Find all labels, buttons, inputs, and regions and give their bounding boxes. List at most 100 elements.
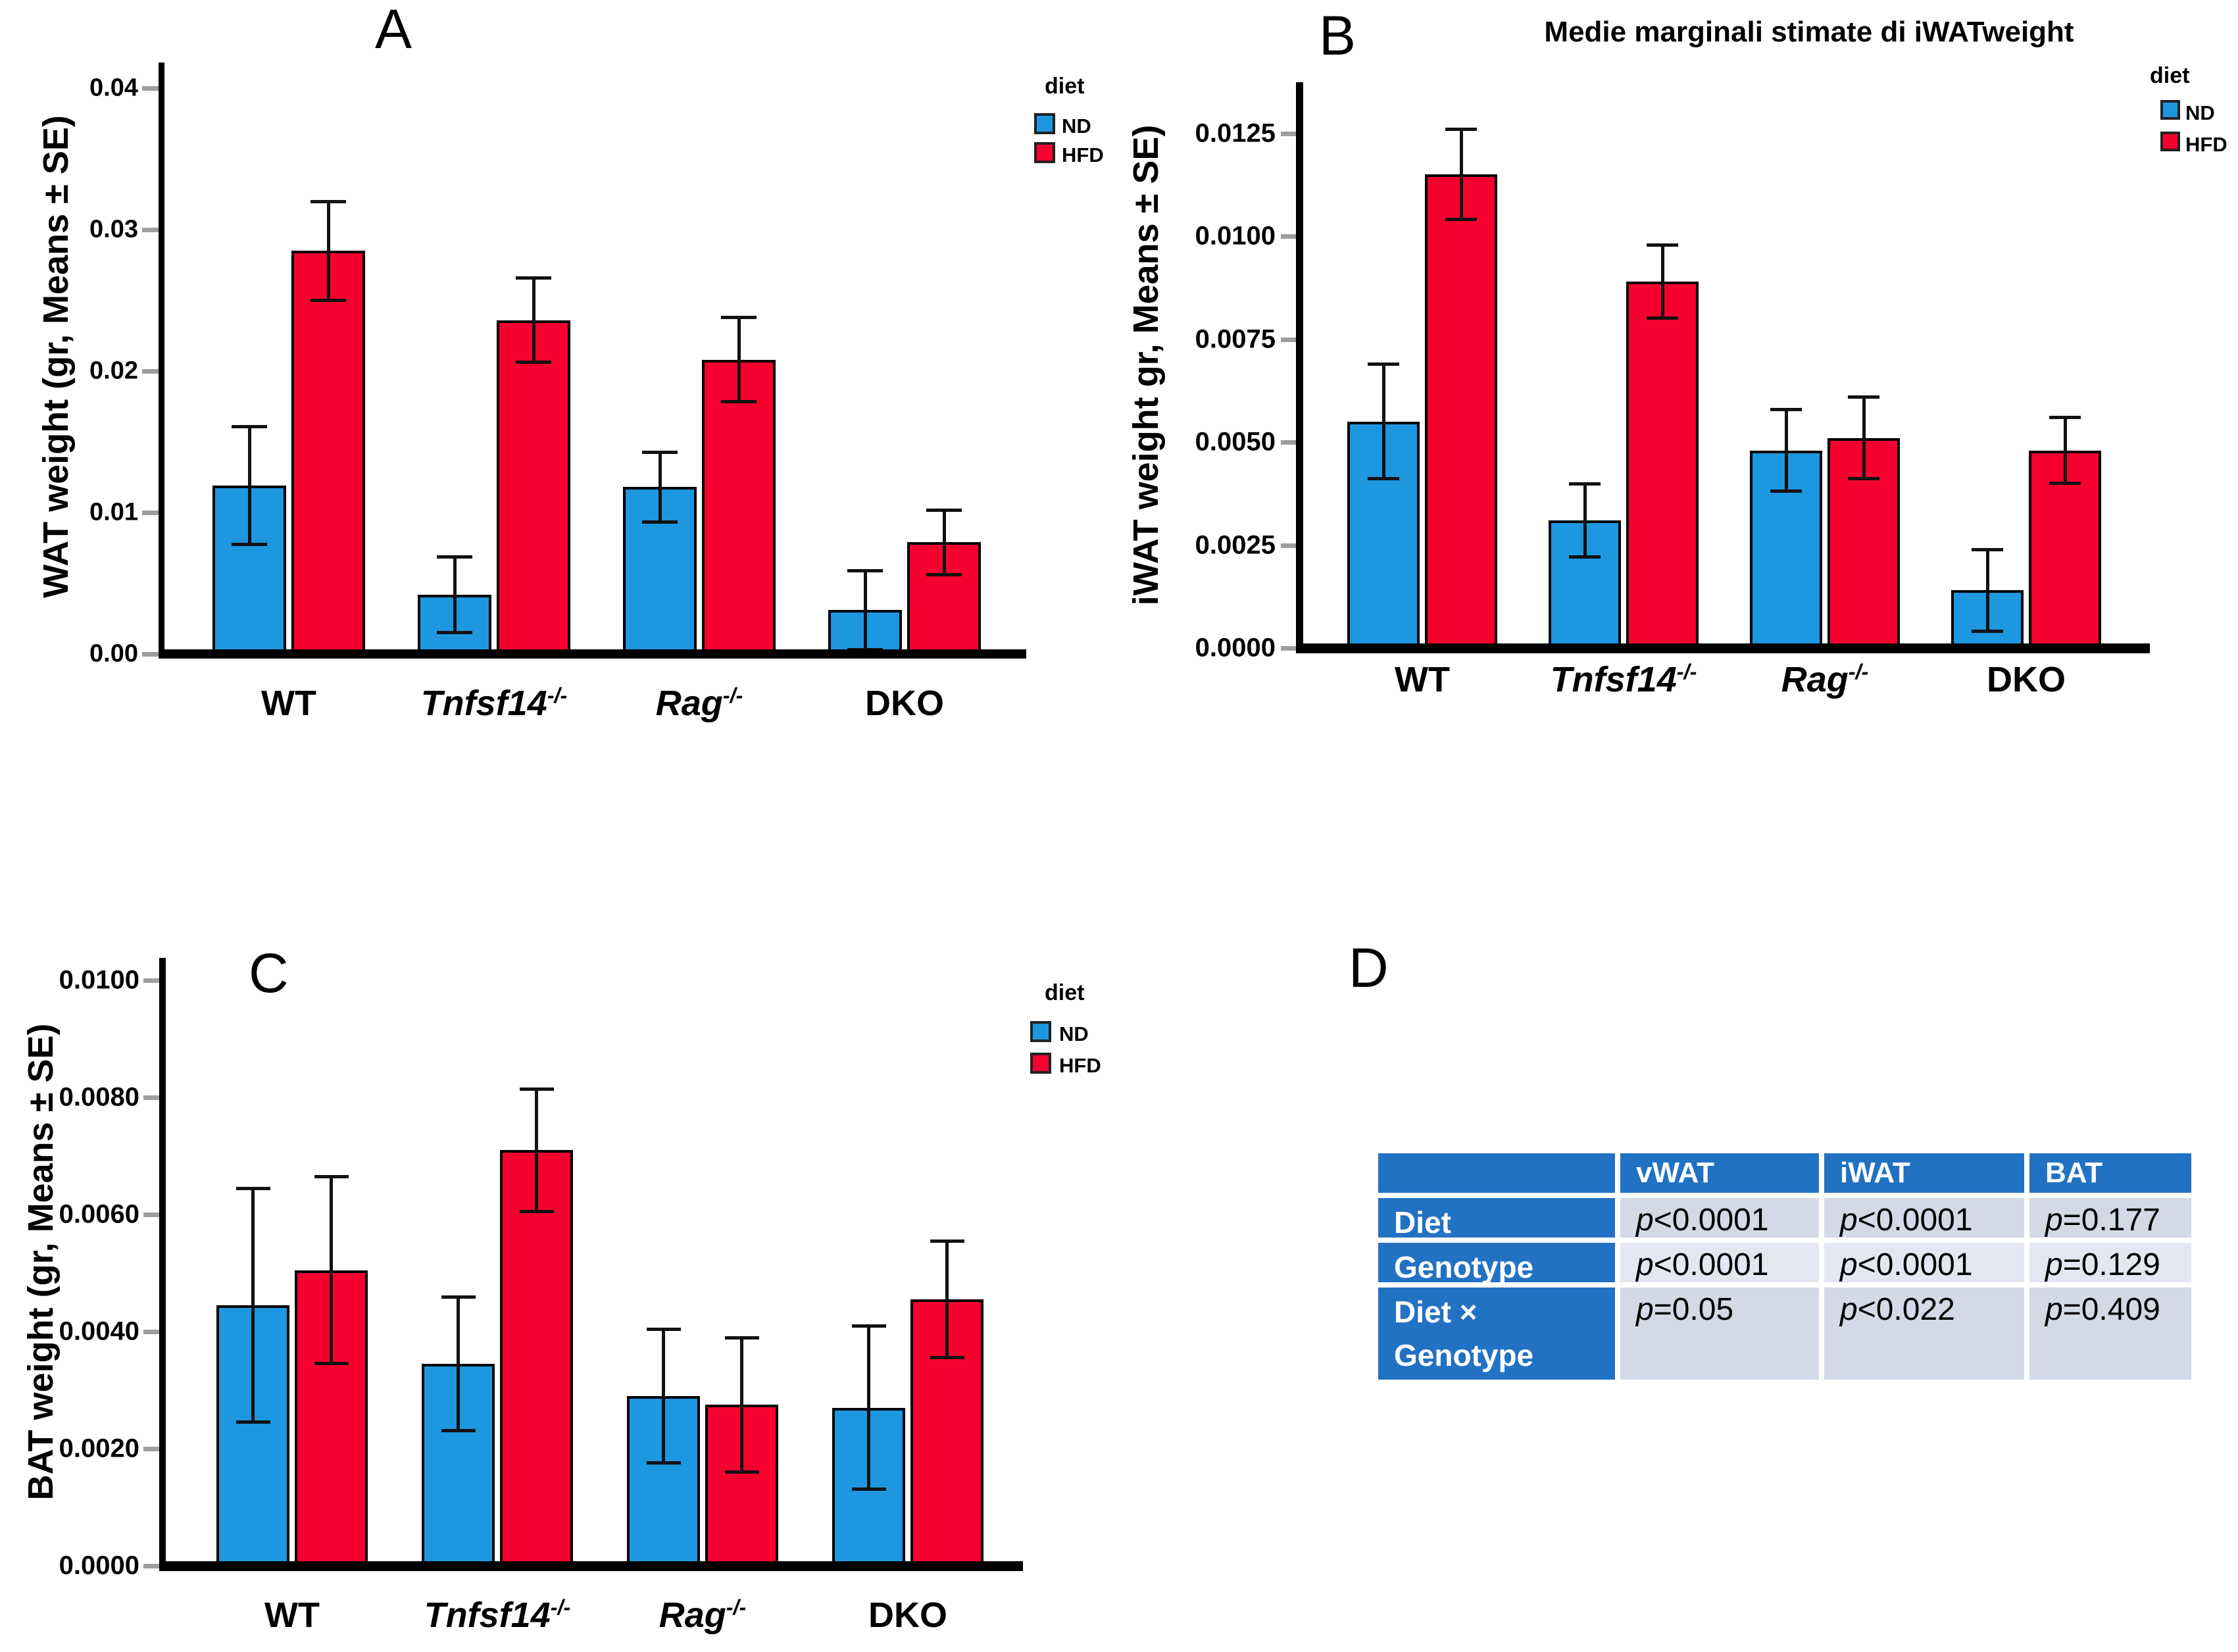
error-bar-a-rag-hfd [737,317,741,403]
error-cap-top-a-tnfsf14-nd [437,555,472,559]
error-bar-b-wt-nd [1381,364,1385,480]
error-bar-c-wt-nd [251,1188,255,1422]
error-cap-bottom-a-rag-hfd [721,400,757,404]
x-axis-line-c [159,1561,1023,1571]
error-cap-bottom-b-dko-nd [1972,629,2003,633]
error-bar-a-dko-hfd [942,509,946,575]
y-tick-label-c-0.0060: 0.0060 [59,1199,139,1229]
table-value-iwat-row3: p <0.022 [1824,1288,2024,1380]
error-cap-top-c-tnfsf14-hfd [519,1087,554,1091]
y-tick-b-0.0025 [1281,543,1299,548]
y-tick-c-0.0040 [143,1330,162,1334]
table-header-iwat: iWAT [1824,1153,2024,1193]
legend-hfd-swatch-c [1030,1053,1051,1074]
x-category-label-c-dko: DKO [868,1595,947,1635]
error-bar-b-rag-hfd [1862,397,1866,480]
error-cap-top-b-wt-nd [1368,363,1399,366]
error-cap-bottom-c-rag-hfd [724,1470,759,1474]
y-tick-b-0.0125 [1281,131,1299,136]
table-header-bat: BAT [2029,1153,2191,1193]
pvalue-table: vWAT iWAT BAT Diet p <0.0001 p <0.0001 p =0.177 Ge… [1378,1153,2191,1380]
x-category-label-a-tnfsf14: Tnfsf14-/- [420,684,568,723]
error-cap-bottom-c-dko-nd [851,1488,886,1491]
panel-b-chart-title: Medie marginali stimate di iWATweight [1544,16,2074,48]
panel-letter-a: A [375,0,412,60]
legend-nd-swatch-c [1030,1021,1051,1042]
error-cap-top-c-wt-nd [236,1186,270,1190]
table-value-bat-row3: p =0.409 [2029,1288,2191,1380]
y-tick-b-0.0075 [1281,337,1299,342]
error-cap-bottom-b-wt-nd [1368,477,1399,481]
table-row-label-dietgenotype: Diet × Genotype [1378,1288,1615,1380]
error-bar-c-tnfsf14-nd [457,1296,460,1432]
y-tick-label-b-0.0075: 0.0075 [1195,324,1276,353]
error-cap-top-c-rag-nd [646,1327,681,1331]
error-cap-bottom-a-rag-nd [642,520,678,524]
table-value-bat-row2: p =0.129 [2029,1243,2191,1282]
y-tick-label-a-0.03: 0.03 [89,215,138,243]
y-tick-label-a-0.04: 0.04 [89,74,138,102]
legend-hfd-swatch-b [2160,132,2180,151]
legend-hfd-swatch-a [1034,142,1055,163]
x-category-label-b-rag: Rag-/- [1781,660,1869,699]
table-value-vwat-row2: p <0.0001 [1620,1243,1819,1282]
error-bar-b-tnfsf14-nd [1583,483,1587,558]
error-bar-b-tnfsf14-hfd [1660,244,1664,319]
error-cap-bottom-b-rag-hfd [1848,477,1879,481]
y-tick-label-c-0.0020: 0.0020 [59,1434,139,1463]
error-cap-top-c-tnfsf14-nd [441,1295,476,1299]
error-cap-bottom-c-dko-hfd [930,1356,964,1360]
y-tick-b-0.0000 [1281,646,1299,651]
table-row-label-genotype: Genotype [1378,1243,1615,1284]
x-category-label-b-tnfsf14: Tnfsf14-/- [1550,660,1697,699]
legend-title-c: diet [1045,980,1085,1005]
bar-a-tnfsf14-hfd [497,320,570,657]
y-tick-c-0.0000 [143,1564,162,1568]
x-category-label-b-dko: DKO [1987,660,2066,699]
error-cap-top-a-rag-hfd [721,316,757,320]
bar-a-rag-hfd [702,359,776,657]
error-bar-c-wt-hfd [330,1176,333,1364]
table-row-label-diet: Diet [1378,1198,1615,1239]
error-cap-top-b-tnfsf14-nd [1569,482,1601,486]
error-bar-a-tnfsf14-hfd [532,278,535,363]
y-tick-a-0.00 [142,652,161,657]
legend-nd-label-a: ND [1062,114,1091,138]
y-tick-c-0.0100 [143,978,162,983]
error-bar-b-wt-hfd [1459,129,1463,220]
legend-nd-swatch-b [2160,100,2180,120]
error-bar-b-dko-hfd [2063,417,2067,484]
y-tick-label-a-0.01: 0.01 [89,498,138,526]
error-cap-top-b-dko-hfd [2049,416,2081,420]
x-category-label-a-dko: DKO [865,684,944,723]
y-tick-label-c-0.0000: 0.0000 [59,1551,139,1580]
table-corner-cell [1378,1153,1615,1193]
error-bar-a-wt-hfd [326,201,330,301]
panel-letter-d: D [1349,937,1389,999]
table-value-vwat-row3: p =0.05 [1620,1288,1819,1380]
error-cap-bottom-a-wt-hfd [311,298,346,302]
legend-hfd-label-c: HFD [1059,1054,1101,1077]
table-value-vwat-row1: p <0.0001 [1620,1198,1819,1238]
bar-b-tnfsf14-hfd [1626,281,1699,651]
error-cap-bottom-c-wt-nd [236,1420,270,1424]
error-cap-top-a-dko-nd [847,569,883,573]
error-cap-top-c-dko-nd [851,1324,886,1328]
panel-letter-b: B [1319,5,1356,66]
x-category-label-a-rag: Rag-/- [655,684,743,723]
legend-title-b: diet [2150,63,2190,88]
error-bar-c-rag-hfd [740,1337,743,1472]
legend-nd-label-b: ND [2185,101,2215,124]
error-cap-top-c-dko-hfd [930,1239,964,1243]
y-tick-label-c-0.0080: 0.0080 [59,1082,139,1112]
y-tick-label-c-0.0100: 0.0100 [59,965,139,995]
error-cap-top-b-dko-nd [1972,547,2003,551]
error-cap-top-a-wt-nd [232,424,267,428]
error-cap-top-a-wt-hfd [311,200,346,203]
legend-hfd-label-a: HFD [1062,143,1104,166]
error-cap-top-b-rag-nd [1770,407,1802,411]
y-tick-c-0.0080 [143,1095,162,1100]
legend-nd-label-c: ND [1059,1022,1089,1045]
panel-letter-c: C [249,942,289,1004]
